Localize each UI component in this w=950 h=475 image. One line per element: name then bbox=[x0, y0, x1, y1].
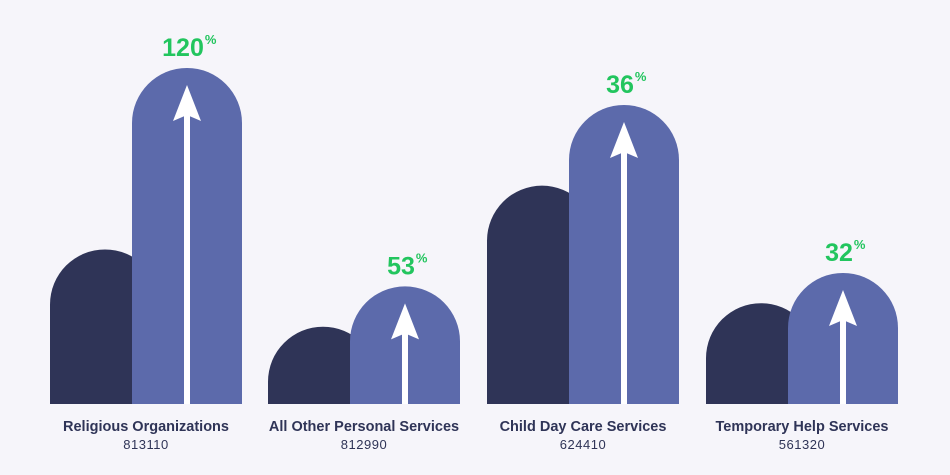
arrow-up-icon bbox=[173, 85, 201, 404]
arrow-up-icon bbox=[610, 121, 638, 404]
category-label: Temporary Help Services bbox=[715, 419, 888, 435]
category-code: 624410 bbox=[560, 437, 606, 452]
percent-sign: % bbox=[635, 69, 647, 84]
growth-label: 53 bbox=[387, 252, 415, 280]
category-code: 561320 bbox=[779, 437, 825, 452]
category-label: All Other Personal Services bbox=[269, 419, 459, 435]
arrow-up-icon bbox=[391, 303, 419, 404]
bar-group: 36 % Child Day Care Services 624410 bbox=[487, 69, 679, 452]
arrow-up-icon bbox=[829, 289, 857, 404]
category-label: Religious Organizations bbox=[63, 419, 229, 435]
percent-sign: % bbox=[205, 32, 217, 47]
bar-group: 32 % Temporary Help Services 561320 bbox=[706, 237, 898, 452]
category-label: Child Day Care Services bbox=[500, 419, 667, 435]
percent-sign: % bbox=[416, 250, 428, 265]
growth-label: 32 bbox=[825, 239, 853, 267]
category-code: 813110 bbox=[123, 437, 168, 452]
bar-group: 120 % Religious Organizations 813110 bbox=[50, 32, 242, 452]
category-code: 812990 bbox=[341, 437, 387, 452]
growth-label: 36 bbox=[606, 71, 634, 99]
percent-sign: % bbox=[854, 237, 866, 252]
growth-label: 120 bbox=[162, 34, 204, 62]
bar-group: 53 % All Other Personal Services 812990 bbox=[268, 250, 460, 452]
